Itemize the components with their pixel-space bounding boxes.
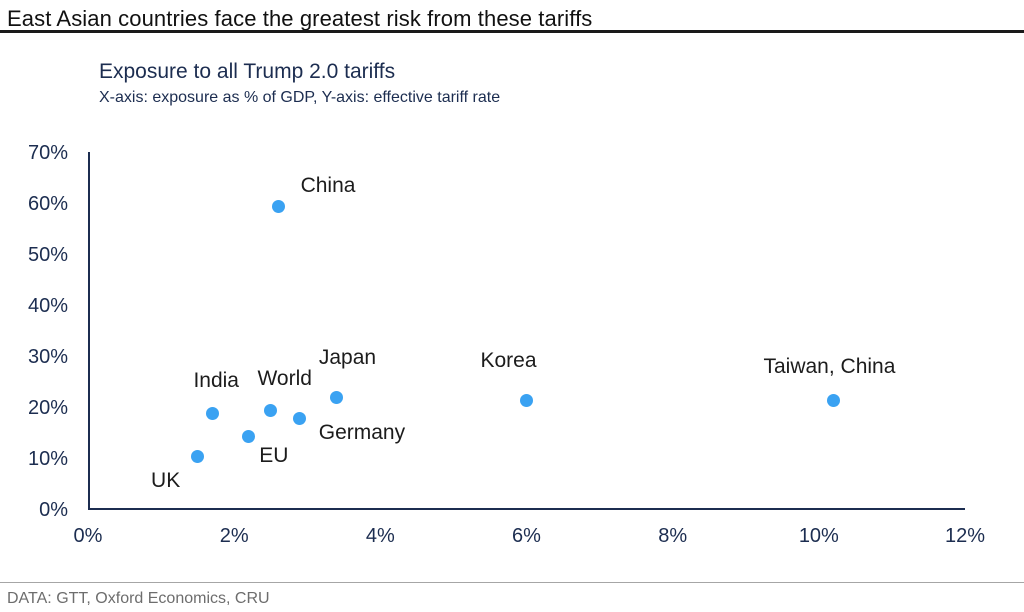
data-point-japan bbox=[329, 391, 343, 405]
y-tick-label-20: 20% bbox=[27, 397, 68, 419]
x-tick-label-6: 6% bbox=[512, 525, 541, 547]
y-tick-label-50: 50% bbox=[27, 244, 68, 266]
data-point-world bbox=[264, 404, 278, 418]
data-point-germany bbox=[293, 411, 307, 425]
y-tick-label-10: 10% bbox=[27, 448, 68, 470]
point-label-india: India bbox=[193, 369, 239, 393]
point-label-uk: UK bbox=[151, 469, 181, 493]
point-label-japan: Japan bbox=[318, 345, 377, 369]
data-point-india bbox=[205, 406, 219, 420]
point-label-world: World bbox=[257, 366, 312, 390]
chart-title: Exposure to all Trump 2.0 tariffs bbox=[99, 60, 396, 83]
x-tick-label-0: 0% bbox=[73, 525, 103, 547]
point-label-eu: EU bbox=[259, 444, 289, 468]
point-label-korea: Korea bbox=[480, 349, 537, 373]
plot-area bbox=[88, 152, 965, 510]
chart-subtitle: X-axis: exposure as % of GDP, Y-axis: ef… bbox=[99, 89, 501, 106]
y-tick-label-40: 40% bbox=[27, 295, 68, 317]
y-tick-label-60: 60% bbox=[27, 193, 68, 215]
data-point-taiwan-china bbox=[826, 393, 840, 407]
x-tick-label-10: 10% bbox=[798, 525, 839, 547]
point-label-germany: Germany bbox=[318, 421, 406, 445]
y-tick-label-30: 30% bbox=[27, 346, 68, 368]
x-tick-label-4: 4% bbox=[365, 525, 395, 547]
data-point-uk bbox=[191, 449, 205, 463]
data-point-china bbox=[271, 200, 285, 214]
x-tick-label-2: 2% bbox=[219, 525, 249, 547]
point-label-taiwan-china: Taiwan, China bbox=[763, 355, 896, 379]
y-tick-label-70: 70% bbox=[27, 142, 68, 164]
data-point-eu bbox=[242, 429, 256, 443]
footer-divider bbox=[0, 582, 1024, 583]
point-label-china: China bbox=[300, 173, 356, 197]
data-point-korea bbox=[520, 393, 533, 407]
page-headline: East Asian countries face the greatest r… bbox=[7, 6, 593, 31]
data-source-note: DATA: GTT, Oxford Economics, CRU bbox=[7, 590, 270, 607]
y-tick-label-0: 0% bbox=[39, 499, 68, 521]
headline-divider bbox=[0, 30, 1024, 33]
x-tick-label-8: 8% bbox=[658, 525, 688, 547]
x-tick-label-12: 12% bbox=[944, 525, 986, 547]
